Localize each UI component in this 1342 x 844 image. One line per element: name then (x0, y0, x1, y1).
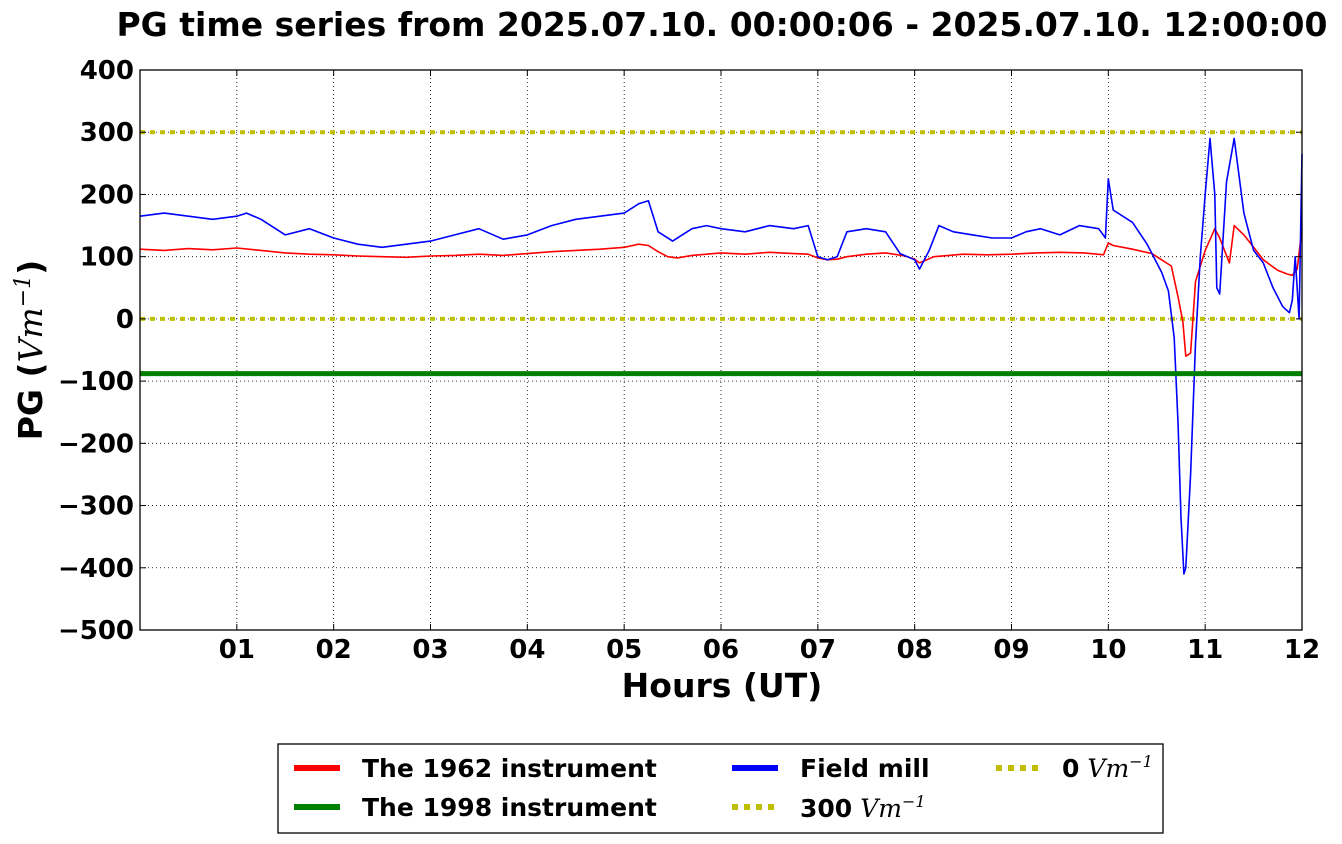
x-tick-label: 05 (606, 635, 642, 665)
legend-label-1998-instrument: The 1998 instrument (362, 793, 657, 822)
series-line-field-mill (139, 137, 1303, 575)
legend-item-0-vm: 0 Vm−1 (996, 752, 1153, 783)
legend-label-300-vm: 300 Vm−1 (800, 792, 926, 823)
legend-box (277, 743, 1164, 834)
legend-label-0-unit: Vm (1087, 754, 1129, 783)
x-axis-label: Hours (UT) (622, 666, 823, 705)
legend-item-field-mill: Field mill (732, 754, 930, 783)
y-axis-label-exponent: −1 (11, 275, 36, 307)
x-tick-label: 08 (897, 635, 933, 665)
x-tick-label: 12 (1284, 635, 1320, 665)
y-tick-label: 300 (80, 118, 134, 148)
legend-item-300-vm: 300 Vm−1 (732, 792, 926, 823)
x-tick-label: 06 (703, 635, 739, 665)
legend-label-300-number: 300 (800, 794, 852, 823)
x-tick-label: 10 (1090, 635, 1126, 665)
y-tick-label: 0 (116, 305, 134, 335)
legend-item-1962-instrument: The 1962 instrument (294, 754, 657, 783)
x-tick-label: 02 (316, 635, 352, 665)
y-tick-label: −400 (58, 554, 134, 584)
y-tick-label: 400 (80, 56, 134, 86)
x-tick-label: 04 (509, 635, 545, 665)
y-tick-label: 200 (80, 180, 134, 210)
y-tick-label: −200 (58, 429, 134, 459)
chart-title: PG time series from 2025.07.10. 00:00:06… (117, 5, 1328, 44)
y-axis-label-unit: Vm (11, 307, 50, 362)
legend-item-1998-instrument: The 1998 instrument (294, 793, 657, 822)
legend-label-0-exponent: −1 (1129, 752, 1153, 771)
y-axis-label-suffix: ) (11, 260, 50, 275)
y-tick-label: −100 (58, 367, 134, 397)
y-axis-label: PG (Vm−1) (11, 260, 50, 441)
y-axis-label-prefix: PG ( (11, 362, 50, 440)
legend-label-0-number: 0 (1062, 754, 1079, 783)
x-tick-label: 01 (219, 635, 255, 665)
x-tick-label: 09 (993, 635, 1029, 665)
y-tick-label: −300 (58, 492, 134, 522)
legend-label-0-vm: 0 Vm−1 (1062, 752, 1153, 783)
x-tick-label: 11 (1187, 635, 1223, 665)
y-tick-label: 100 (80, 243, 134, 273)
legend-label-1962-instrument: The 1962 instrument (362, 754, 657, 783)
legend-label-field-mill: Field mill (800, 754, 930, 783)
legend-label-300-exponent: −1 (902, 792, 926, 811)
series-lines (139, 130, 1303, 575)
legend-label-300-unit: Vm (860, 794, 902, 823)
series-line-1962-instrument (139, 224, 1303, 358)
axis-ticks: 01 02 03 04 05 06 07 08 09 10 11 12 400 300 200 100 0 −10… (58, 56, 1320, 665)
legend: The 1962 instrument The 1998 instrument … (277, 743, 1164, 834)
y-tick-label: −500 (58, 616, 134, 646)
x-tick-label: 07 (800, 635, 836, 665)
x-tick-label: 03 (412, 635, 448, 665)
grid (140, 70, 1302, 630)
